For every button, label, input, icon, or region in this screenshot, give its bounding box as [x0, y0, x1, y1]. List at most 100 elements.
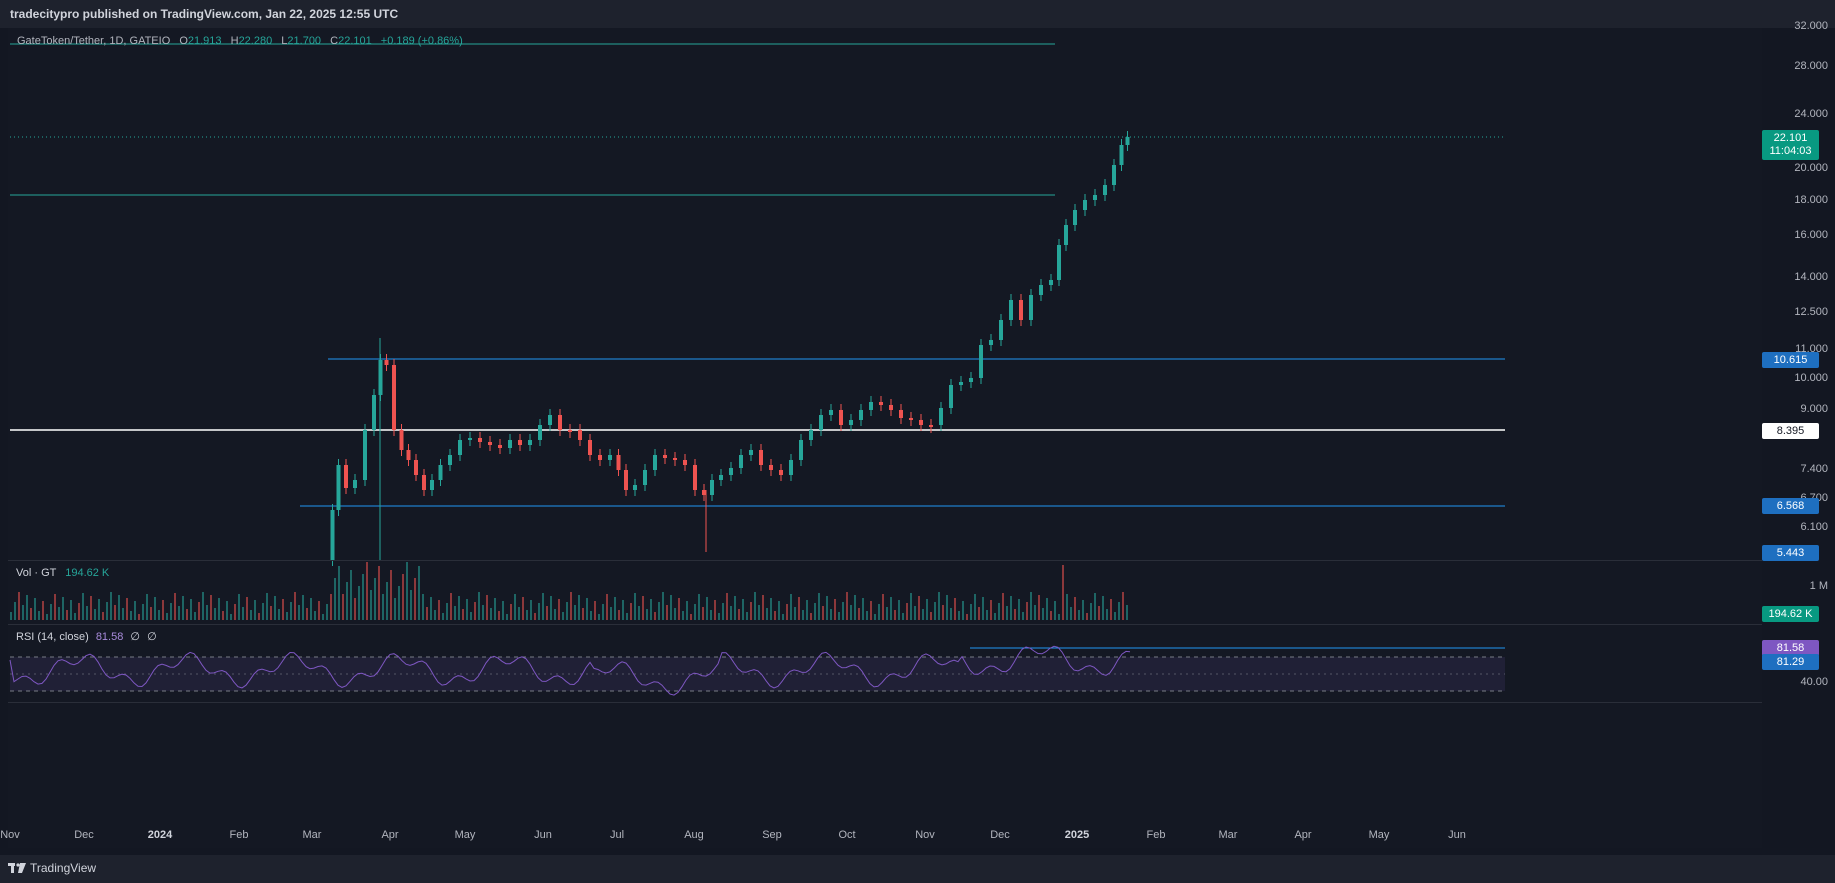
volume-bar: [714, 600, 716, 620]
volume-bar: [230, 614, 232, 620]
volume-bar: [262, 603, 264, 620]
volume-name[interactable]: Vol · GT: [16, 567, 57, 579]
volume-bar: [626, 613, 628, 620]
volume-bar: [374, 578, 376, 620]
time-axis-label: May: [454, 829, 476, 841]
time-axis-label: Dec: [990, 829, 1010, 841]
price-axis-label: 16.000: [1794, 229, 1828, 241]
candle-body: [468, 438, 472, 440]
volume-bar: [514, 594, 516, 620]
volume-bar: [498, 611, 500, 620]
candle-body: [336, 465, 341, 510]
volume-bar: [690, 614, 692, 620]
volume-bar: [1042, 608, 1044, 620]
candle-body: [829, 410, 833, 415]
candle-body: [598, 455, 602, 460]
volume-bar: [1110, 599, 1112, 620]
chart-area[interactable]: [8, 28, 1762, 848]
volume-bar: [926, 599, 928, 620]
candle-body: [448, 455, 452, 465]
time-axis-label: Mar: [302, 829, 322, 841]
volume-bar: [946, 595, 948, 620]
pane-divider-rsi[interactable]: [8, 624, 1762, 625]
volume-bar: [478, 592, 480, 620]
volume-bar: [702, 607, 704, 620]
time-axis-label: Sep: [762, 829, 782, 841]
rsi-value: 81.58: [95, 631, 124, 643]
candle-body: [344, 465, 348, 488]
candle-body: [1083, 200, 1087, 210]
candle-body: [1019, 300, 1023, 320]
volume-bar: [174, 593, 176, 620]
candle-body: [1039, 285, 1043, 295]
volume-bar: [250, 610, 252, 620]
volume-bar: [1070, 607, 1072, 620]
symbol-legend: GateToken/Tether, 1D, GATEIO O21.913 H22…: [17, 35, 463, 47]
time-axis-label: Dec: [74, 829, 94, 841]
volume-bar: [66, 610, 68, 620]
volume-bar: [426, 607, 428, 620]
volume-bar: [22, 605, 24, 620]
volume-bar: [730, 606, 732, 620]
candle-body: [653, 455, 657, 470]
volume-bar: [782, 614, 784, 620]
volume-bar: [978, 607, 980, 620]
candle-body: [989, 340, 993, 345]
candle-body: [1112, 165, 1116, 185]
candle-body: [1125, 137, 1130, 145]
volume-bar: [942, 605, 944, 620]
candle-body: [1093, 195, 1097, 200]
volume-bar: [582, 608, 584, 620]
candle-body: [819, 415, 823, 430]
candle-body: [518, 440, 522, 445]
candle-body: [849, 420, 853, 425]
volume-bar: [882, 594, 884, 620]
tradingview-logo[interactable]: TradingView: [8, 861, 96, 875]
volume-bar: [798, 597, 800, 620]
volume-bar: [98, 599, 100, 620]
volume-bar: [474, 602, 476, 620]
rsi-name[interactable]: RSI (14, close): [16, 631, 89, 643]
candle-body: [683, 460, 687, 465]
candle-body: [538, 425, 542, 440]
volume-bar: [346, 582, 348, 620]
candle-body: [739, 455, 743, 468]
pane-divider-volume[interactable]: [8, 560, 1762, 561]
volume-bar: [778, 601, 780, 620]
volume-bar: [786, 604, 788, 620]
candle-body: [414, 460, 418, 475]
volume-bar: [1082, 600, 1084, 620]
time-axis-label: Aug: [684, 829, 704, 841]
tradingview-logo-icon: [8, 863, 26, 873]
pane-divider-time: [8, 702, 1762, 703]
volume-bar: [406, 562, 408, 620]
candle-body: [759, 450, 763, 465]
volume-bar: [550, 596, 552, 620]
volume-value: 194.62 K: [65, 567, 110, 579]
volume-bar: [806, 600, 808, 620]
volume-bar: [522, 597, 524, 620]
time-axis-label: Jun: [534, 829, 552, 841]
volume-bar: [10, 612, 12, 620]
price-axis-label: 18.000: [1794, 194, 1828, 206]
candle-body: [779, 470, 783, 475]
volume-bar: [1006, 606, 1008, 620]
volume-bar: [62, 597, 64, 620]
volume-bar: [574, 605, 576, 620]
volume-bar: [318, 601, 320, 620]
volume-bar: [202, 592, 204, 620]
time-axis-label: Jun: [1448, 829, 1466, 841]
candle-body: [363, 430, 367, 480]
candle-body: [949, 385, 953, 408]
volume-bar: [766, 608, 768, 620]
volume-bar: [70, 600, 72, 620]
volume-bar: [158, 610, 160, 620]
candle-body: [1119, 145, 1124, 165]
volume-bar: [654, 612, 656, 620]
volume-bar: [1094, 593, 1096, 620]
symbol-name[interactable]: GateToken/Tether, 1D, GATEIO: [17, 35, 171, 47]
candle-body: [422, 475, 426, 490]
volume-bar: [370, 590, 372, 620]
volume-bar: [278, 609, 280, 620]
